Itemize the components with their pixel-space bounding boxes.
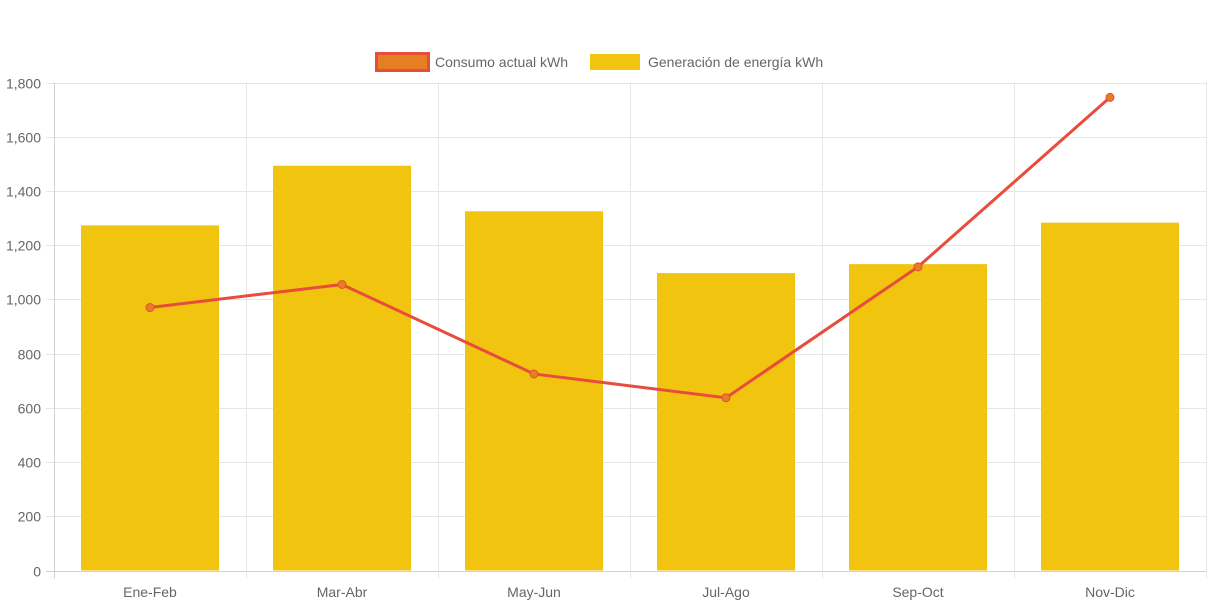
y-axis: 0 200 400 600 800 1,000 1,200 1,400 1,600 1,800: [6, 76, 41, 580]
line-path: [149, 96, 1111, 400]
x-tick-label: Ene-Feb: [123, 584, 177, 600]
legend-swatch-consumo: [375, 52, 430, 72]
bar: [81, 225, 219, 571]
bar: [465, 211, 603, 571]
legend-label-generacion: Generación de energía kWh: [648, 54, 823, 70]
y-tick-label: 1,400: [6, 184, 41, 200]
bar: [657, 273, 795, 571]
x-tick-label: Nov-Dic: [1085, 584, 1135, 600]
bar: [849, 264, 987, 571]
line-point: [337, 279, 347, 289]
legend-swatch-generacion: [590, 54, 640, 70]
legend: Consumo actual kWh Generación de energía …: [375, 52, 823, 72]
line-point: [529, 369, 539, 379]
line-point: [145, 303, 155, 313]
y-tick-label: 800: [18, 347, 42, 363]
y-tick-label: 1,800: [6, 76, 41, 92]
line-point: [721, 393, 731, 403]
line-point: [913, 262, 923, 272]
x-tick-label: Jul-Ago: [702, 584, 750, 600]
y-tick-label: 1,600: [6, 130, 41, 146]
y-tick-label: 0: [33, 564, 41, 580]
y-tick-label: 400: [18, 455, 42, 471]
y-tick-label: 600: [18, 401, 42, 417]
line-series: [145, 92, 1115, 403]
x-tick-label: Mar-Abr: [317, 584, 368, 600]
line-point: [1105, 92, 1115, 102]
bar: [273, 165, 411, 571]
y-tick-label: 200: [18, 509, 42, 525]
x-tick-label: May-Jun: [507, 584, 561, 600]
y-tick-label: 1,000: [6, 292, 41, 308]
y-tick-label: 1,200: [6, 238, 41, 254]
x-tick-label: Sep-Oct: [892, 584, 943, 600]
x-axis: Ene-Feb Mar-Abr May-Jun Jul-Ago Sep-Oct Nov-D…: [123, 584, 1135, 600]
grid: [46, 82, 1207, 579]
legend-label-consumo: Consumo actual kWh: [435, 54, 568, 70]
bar: [1041, 222, 1179, 571]
bar-series: [81, 165, 1179, 571]
